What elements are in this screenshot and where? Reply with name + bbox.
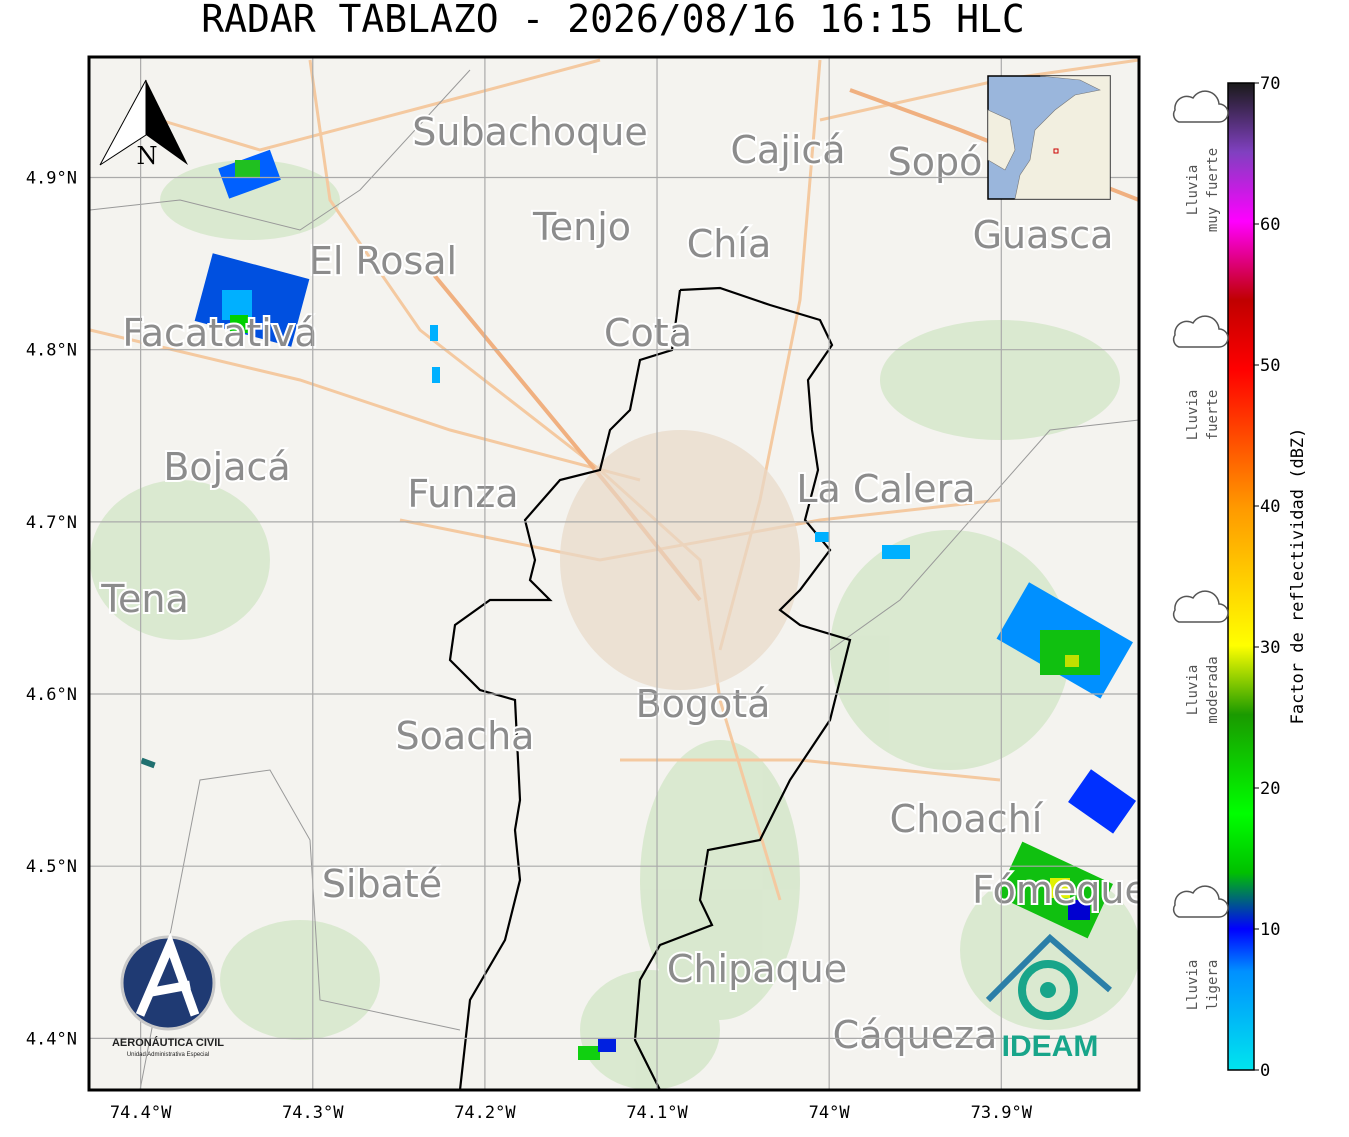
place-label: Choachí	[890, 797, 1044, 841]
lon-tick-label: 74.3°W	[282, 1103, 344, 1123]
place-label: Sibaté	[322, 862, 442, 906]
colorbar-tick-label: 10	[1260, 920, 1280, 940]
lat-tick-label: 4.7°N	[26, 513, 77, 533]
rain-icon	[1172, 90, 1229, 123]
logo-subtext: Unidad Administrativa Especial	[127, 1052, 209, 1058]
lat-tick-label: 4.4°N	[26, 1029, 77, 1049]
colorbar-tick-label: 20	[1260, 779, 1280, 799]
map-frame	[87, 55, 1141, 1092]
place-label: Cajicá	[730, 128, 845, 172]
place-label: Chipaque	[667, 947, 847, 991]
lon-tick-label: 74.4°W	[110, 1103, 172, 1123]
lat-tick-label: 4.8°N	[26, 341, 77, 361]
north-arrow: N	[99, 79, 188, 170]
place-label: Cáqueza	[833, 1013, 998, 1057]
north-label: N	[137, 142, 158, 170]
title: RADAR TABLAZO - 2026/08/16 16:15 HLC	[201, 0, 1025, 41]
colorbar-tick-label: 50	[1260, 356, 1280, 376]
logo-text: IDEAM	[1002, 1030, 1099, 1063]
place-label: Guasca	[973, 213, 1114, 257]
place-label: Fómeque	[972, 868, 1148, 912]
lon-tick-label: 74.2°W	[454, 1103, 516, 1123]
lat-tick-label: 4.6°N	[26, 685, 77, 705]
lon-tick-label: 74.1°W	[626, 1103, 688, 1123]
rain-icon	[1172, 315, 1229, 348]
radar-echoes	[140, 149, 1137, 1060]
place-label: Bogotá	[636, 682, 771, 726]
colorbar-tick-label: 40	[1260, 497, 1280, 517]
colorbar-tick-label: 60	[1260, 215, 1280, 235]
place-label: Tenjo	[532, 205, 631, 249]
logo-text: AERONÁUTICA CIVIL	[112, 1036, 224, 1049]
rain-category-label: muy fuerte	[1205, 148, 1221, 232]
rain-category-label: ligera	[1205, 960, 1221, 1011]
colorbar-label: Factor de reflectividad (dBZ)	[1288, 428, 1308, 725]
lat-tick-label: 4.9°N	[26, 169, 77, 189]
place-label: Soacha	[396, 714, 535, 758]
place-label: Tena	[100, 577, 189, 621]
place-label: Facatativá	[122, 311, 317, 355]
rain-icon	[1172, 590, 1229, 623]
colorbar-tick-label: 30	[1260, 638, 1280, 658]
place-label: Chía	[687, 222, 771, 266]
place-label: La Calera	[796, 467, 975, 511]
lon-tick-label: 74°W	[809, 1103, 851, 1123]
rain-icon	[1172, 885, 1229, 918]
ideam-logo: IDEAM	[985, 933, 1112, 1063]
colorbar-tick-label: 70	[1260, 74, 1280, 94]
lon-tick-label: 73.9°W	[971, 1103, 1033, 1123]
rain-category-label: Lluvia	[1185, 390, 1201, 441]
place-label: Subachoque	[412, 110, 647, 154]
inset-map	[987, 75, 1111, 200]
lat-tick-label: 4.5°N	[26, 857, 77, 877]
rain-category-label: Lluvia	[1185, 165, 1201, 216]
rain-category-label: Lluvia	[1185, 665, 1201, 716]
rain-category-label: moderada	[1205, 656, 1221, 723]
rain-category-label: Lluvia	[1185, 960, 1201, 1011]
colorbar-tick-label: 0	[1260, 1061, 1270, 1081]
place-label: Bojacá	[163, 445, 290, 489]
place-label: Cota	[604, 311, 692, 355]
aeronautica-logo: AERONÁUTICA CIVIL Unidad Administrativa …	[112, 932, 224, 1058]
rain-category-label: fuerte	[1205, 390, 1221, 441]
colorbar	[1227, 82, 1255, 1071]
place-label: El Rosal	[309, 239, 457, 283]
place-label: Funza	[407, 472, 518, 516]
